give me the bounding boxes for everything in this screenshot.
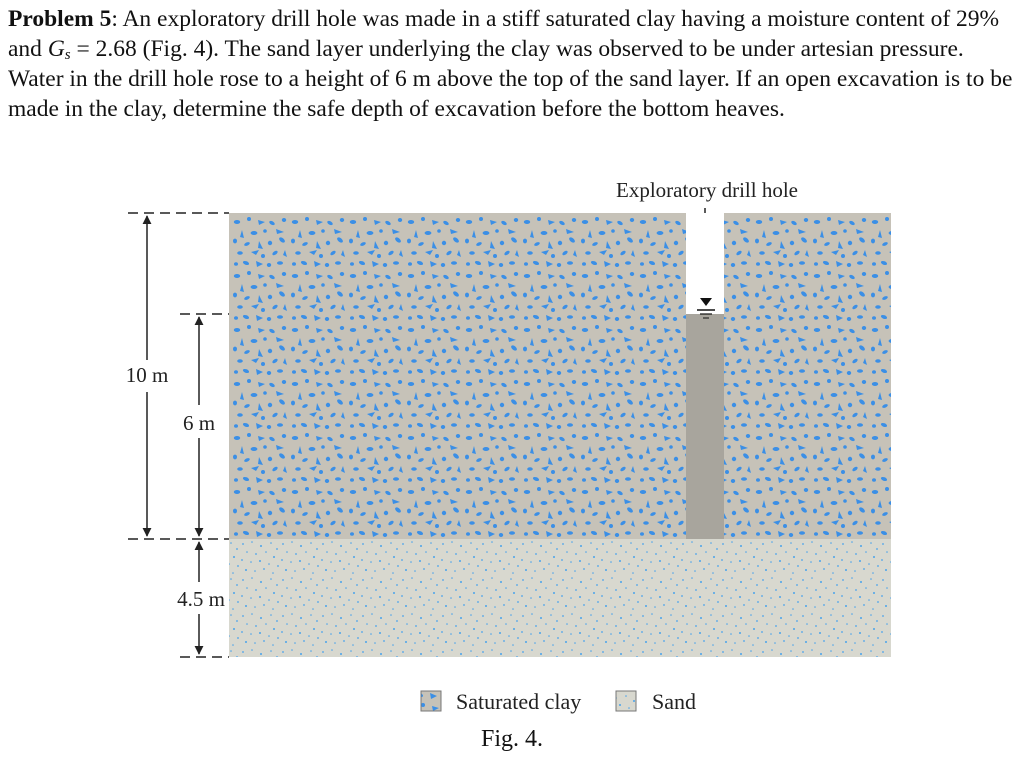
problem-statement: Problem 5: An exploratory drill hole was… <box>8 4 1016 124</box>
legend-sand-swatch <box>615 690 637 712</box>
problem-text-1: : An exploratory drill hole was made in … <box>8 6 1000 62</box>
legend-clay-swatch <box>420 690 442 712</box>
dim-water-height-label: 6 m <box>183 411 215 435</box>
problem-text-2: = 2.68 (Fig. 4). The sand layer underlyi… <box>8 36 1013 122</box>
legend-sand-label: Sand <box>652 689 696 714</box>
problem-label: Problem 5 <box>8 6 112 32</box>
figure-caption: Fig. 4. <box>480 726 543 752</box>
water-level-icon <box>700 298 712 306</box>
gs-subscript: s <box>64 47 71 63</box>
drill-hole-empty <box>686 213 724 314</box>
saturated-clay-layer <box>229 213 891 539</box>
dim-clay-thickness-label: 10 m <box>126 363 169 387</box>
legend-clay-label: Saturated clay <box>456 689 581 714</box>
drill-hole-water-column <box>686 314 724 539</box>
drill-hole-label: Exploratory drill hole <box>616 178 798 202</box>
sand-layer <box>229 539 891 657</box>
gs-symbol: G <box>47 36 65 62</box>
dim-sand-thickness-label: 4.5 m <box>177 587 225 611</box>
